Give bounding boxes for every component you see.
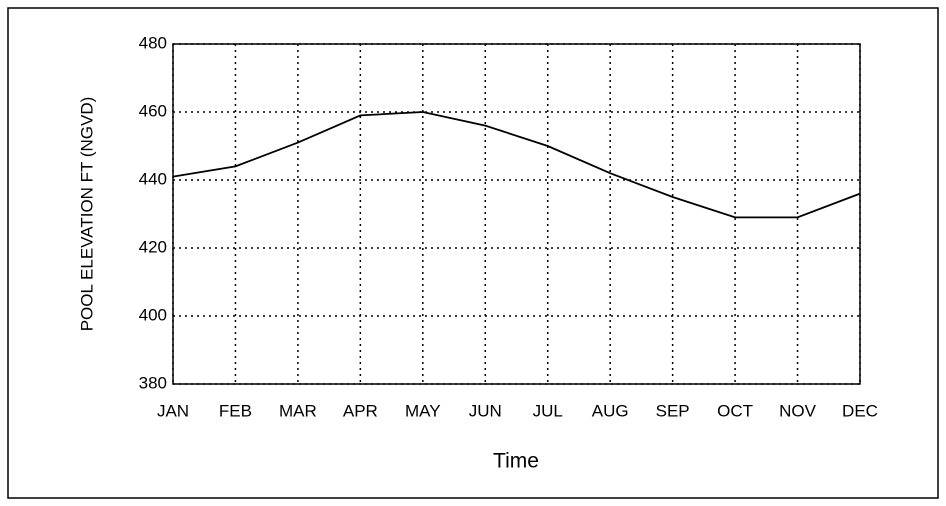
x-tick-label: DEC — [842, 401, 878, 420]
x-tick-label: JUN — [469, 401, 502, 420]
plot-area — [172, 43, 861, 385]
line — [172, 111, 861, 219]
frame — [7, 7, 939, 499]
y-axis-label: POOL ELEVATION FT (NGVD) — [77, 97, 96, 332]
y-tick-label: 460 — [139, 101, 167, 120]
x-tick-label: MAR — [279, 401, 317, 420]
y-tick-label: 380 — [139, 373, 167, 392]
x-tick-label: MAY — [405, 401, 441, 420]
x-tick-label: NOV — [779, 401, 817, 420]
x-tick-label: FEB — [219, 401, 252, 420]
x-tick-label: JUL — [533, 401, 563, 420]
y-tick-label: 420 — [139, 237, 167, 256]
x-tick-label: SEP — [656, 401, 690, 420]
y-tick-label: 480 — [139, 33, 167, 52]
y-tick-label: 440 — [139, 169, 167, 188]
y-tick-label: 400 — [139, 305, 167, 324]
x-tick-label: JAN — [157, 401, 189, 420]
x-tick-label: AUG — [592, 401, 629, 420]
x-axis-label: Time — [493, 450, 539, 473]
x-tick-label: APR — [343, 401, 378, 420]
x-tick-label: OCT — [717, 401, 753, 420]
